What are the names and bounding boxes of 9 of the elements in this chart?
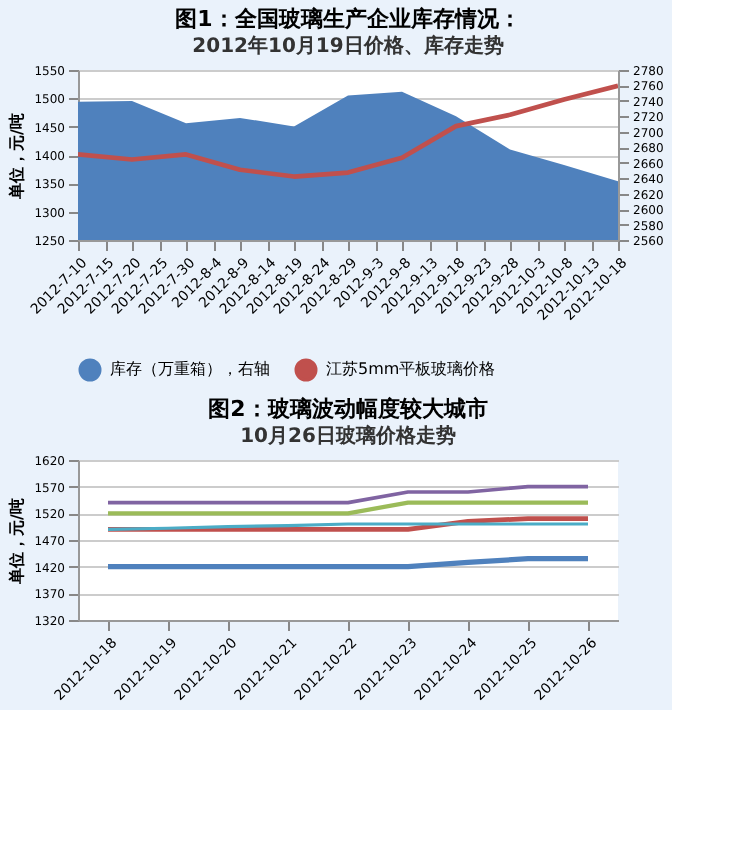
chart-subtitle: 2012年10月19日价格、库存走势 [192, 34, 504, 58]
line-series [78, 83, 618, 179]
chart-title: 图1：全国玻璃生产企业库存情况： [175, 6, 521, 32]
legend-label: 江苏5mm平板玻璃价格 [326, 360, 496, 378]
y-axis-title: 单位，元/吨 [8, 498, 27, 586]
chart-subtitle: 10月26日玻璃价格走势 [240, 424, 456, 448]
legend-label: 库存（万重箱），右轴 [110, 360, 270, 378]
y-axis-title: 单位，元/吨 [8, 113, 27, 201]
chart-title: 图2：玻璃波动幅度较大城市 [208, 396, 488, 422]
